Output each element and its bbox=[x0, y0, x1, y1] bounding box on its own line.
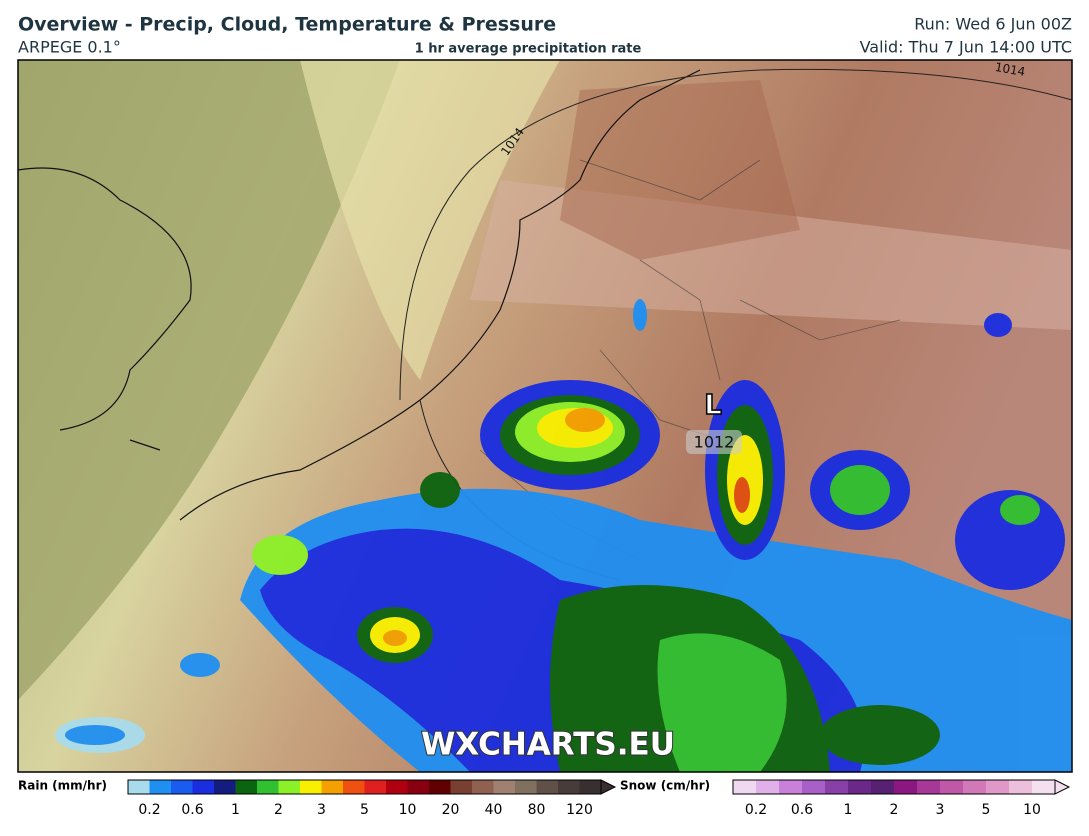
legend-tick-label: 3 bbox=[936, 802, 945, 818]
legend-tick-label: 0.6 bbox=[791, 802, 813, 818]
legend-tick-label: 0.6 bbox=[181, 802, 203, 818]
run-time: Run: Wed 6 Jun 00Z bbox=[914, 15, 1072, 34]
color-arrow bbox=[600, 779, 617, 795]
color-swatch bbox=[128, 780, 150, 794]
color-swatch bbox=[779, 780, 802, 794]
color-swatch bbox=[756, 780, 779, 794]
color-swatch bbox=[940, 780, 963, 794]
color-swatch bbox=[986, 780, 1009, 794]
color-swatch bbox=[825, 780, 848, 794]
color-swatch bbox=[235, 780, 257, 794]
snow-legend-label: Snow (cm/hr) bbox=[620, 779, 710, 793]
color-swatch bbox=[364, 780, 386, 794]
color-swatch bbox=[536, 780, 558, 794]
color-swatch bbox=[407, 780, 429, 794]
color-swatch bbox=[871, 780, 894, 794]
valid-time: Valid: Thu 7 Jun 14:00 UTC bbox=[860, 38, 1072, 57]
color-swatch bbox=[579, 780, 601, 794]
color-swatch bbox=[472, 780, 494, 794]
color-arrow bbox=[1054, 779, 1071, 795]
color-swatch bbox=[450, 780, 472, 794]
legend-tick-label: 5 bbox=[982, 802, 991, 818]
model: ARPEGE 0.1° bbox=[18, 38, 121, 57]
color-swatch bbox=[558, 780, 580, 794]
color-swatch bbox=[300, 780, 322, 794]
legend-tick-label: 80 bbox=[528, 802, 546, 818]
legend-tick-label: 1 bbox=[231, 802, 240, 818]
color-swatch bbox=[214, 780, 236, 794]
legend-tick-label: 40 bbox=[485, 802, 503, 818]
color-swatch bbox=[257, 780, 279, 794]
low-marker: L bbox=[704, 388, 722, 421]
color-swatch bbox=[1032, 780, 1055, 794]
isobar-label: 1014 bbox=[994, 60, 1027, 79]
legend-tick-label: 0.2 bbox=[138, 802, 160, 818]
color-swatch bbox=[386, 780, 408, 794]
legend: 0.2 0.6 1 2 3 5 10 20 40 80 120 0.2 0.6 1 2 3 5 10 bbox=[127, 779, 1071, 818]
legend-tick-label: 10 bbox=[1023, 802, 1041, 818]
color-swatch bbox=[963, 780, 986, 794]
color-bar-frame bbox=[732, 779, 1056, 795]
color-swatch bbox=[192, 780, 214, 794]
color-swatch bbox=[343, 780, 365, 794]
color-swatch bbox=[848, 780, 871, 794]
legend-tick-label: 120 bbox=[566, 802, 593, 818]
color-bar-frame bbox=[127, 779, 602, 795]
watermark: WXCHARTS.EU bbox=[421, 727, 675, 763]
legend-tick-label: 3 bbox=[317, 802, 326, 818]
legend-tick-label: 10 bbox=[399, 802, 417, 818]
title: Overview - Precip, Cloud, Temperature & … bbox=[18, 14, 556, 36]
color-swatch bbox=[493, 780, 515, 794]
low-pressure: 1012 bbox=[694, 433, 735, 452]
legend-tick-label: 2 bbox=[274, 802, 283, 818]
legend-tick-label: 1 bbox=[844, 802, 853, 818]
legend-tick-label: 20 bbox=[442, 802, 460, 818]
color-swatch bbox=[171, 780, 193, 794]
color-swatch bbox=[802, 780, 825, 794]
rain-legend-label: Rain (mm/hr) bbox=[18, 779, 107, 793]
color-swatch bbox=[1009, 780, 1032, 794]
map: 1014 1014 L 1012 WXCHARTS.EU bbox=[18, 60, 1072, 772]
subtitle: 1 hr average precipitation rate bbox=[415, 42, 642, 57]
color-swatch bbox=[894, 780, 917, 794]
color-swatch bbox=[733, 780, 756, 794]
legend-tick-label: 5 bbox=[360, 802, 369, 818]
legend-tick-label: 2 bbox=[890, 802, 899, 818]
color-swatch bbox=[149, 780, 171, 794]
color-swatch bbox=[515, 780, 537, 794]
legend-tick-label: 0.2 bbox=[745, 802, 767, 818]
color-swatch bbox=[321, 780, 343, 794]
color-swatch bbox=[917, 780, 940, 794]
color-swatch bbox=[429, 780, 451, 794]
color-swatch bbox=[278, 780, 300, 794]
